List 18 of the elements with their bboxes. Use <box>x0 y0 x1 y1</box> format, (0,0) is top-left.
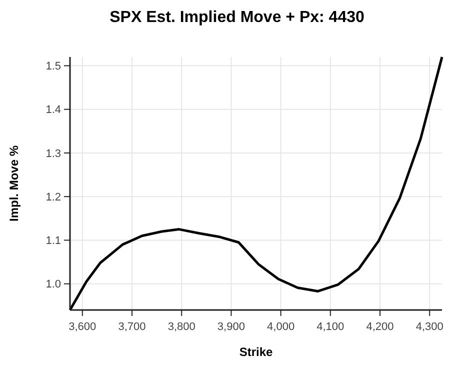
y-tick-label: 1.5 <box>46 60 61 73</box>
x-axis-title: Strike <box>239 345 273 359</box>
x-tick-label: 4,200 <box>366 321 394 333</box>
x-tick-label: 3,700 <box>118 321 146 333</box>
line-series <box>68 56 444 312</box>
y-tick-label: 1.0 <box>46 278 61 291</box>
x-tick-label: 3,600 <box>68 321 96 333</box>
y-axis-title: Impl. Move % <box>7 145 21 222</box>
chart-title: SPX Est. Implied Move + Px: 4430 <box>110 9 364 26</box>
y-tick-label: 1.4 <box>46 104 61 116</box>
x-tick-label: 3,900 <box>217 321 245 333</box>
y-tick-label: 1.2 <box>46 191 61 204</box>
x-tick-label: 4,300 <box>416 321 444 333</box>
x-tick-label: 4,000 <box>267 321 295 333</box>
x-tick-label: 3,800 <box>168 321 196 333</box>
y-tick-label: 1.1 <box>46 235 61 248</box>
x-tick-label: 4,100 <box>316 321 344 333</box>
y-tick-label: 1.3 <box>46 148 61 160</box>
